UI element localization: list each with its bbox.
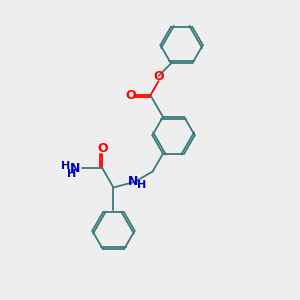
Text: H: H	[67, 169, 76, 179]
Text: O: O	[125, 89, 136, 102]
Text: H: H	[61, 161, 70, 171]
Text: N: N	[128, 175, 139, 188]
Text: O: O	[153, 70, 164, 83]
Text: N: N	[70, 162, 80, 175]
Text: H: H	[137, 180, 146, 190]
Text: O: O	[97, 142, 108, 155]
